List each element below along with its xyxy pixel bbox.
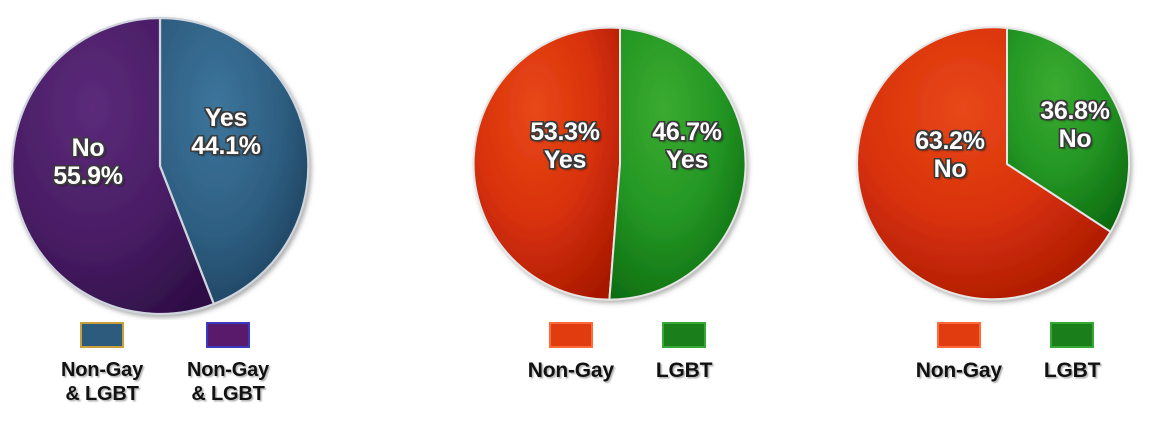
legend-2-item-lgbt[interactable]: LGBT (656, 322, 712, 384)
legend-1-item-purple[interactable]: Non-Gay & LGBT (187, 322, 269, 406)
legend-3-label-non-gay: Non-Gay (915, 359, 1002, 382)
pie-1-slice-no (11, 16, 216, 316)
legend-1-label-purple-line2: & LGBT (191, 382, 265, 405)
legend-1-label-purple: Non-Gay & LGBT (187, 359, 269, 406)
legend-2-label-lgbt: LGBT (655, 359, 713, 382)
pie-chart-3: 63.2% No 36.8% No (800, 0, 1153, 310)
legend-2-label-non-gay: Non-Gay (527, 359, 614, 382)
pie-3-slice-lgbt (1006, 26, 1131, 234)
legend-swatch-non-gay-red (936, 322, 981, 348)
legend-swatch-non-gay-lgbt-blue (80, 322, 125, 348)
pie-3-slice-non-gay (856, 26, 1112, 301)
chart-panel-1: Yes 44.1% No 55.9% Non-Gay & LGBT Non-Gay… (0, 0, 330, 405)
chart-panel-3: 63.2% No 36.8% No Non-Gay LGBT (800, 0, 1153, 382)
pie-chart-1-svg (11, 16, 310, 316)
pie-2-slice-non-gay (472, 26, 621, 301)
legend-1: Non-Gay & LGBT Non-Gay & LGBT (0, 322, 330, 406)
legend-swatch-lgbt-green (1050, 322, 1095, 348)
legend-swatch-lgbt-green (662, 322, 707, 348)
pie-1-slice-yes (158, 16, 310, 306)
legend-1-label-blue-line2: & LGBT (65, 382, 139, 405)
legend-1-item-blue[interactable]: Non-Gay & LGBT (61, 322, 143, 406)
legend-1-label-blue-line1: Non-Gay (61, 359, 143, 381)
pie-2-slices (472, 26, 747, 301)
legend-2-item-non-gay[interactable]: Non-Gay (528, 322, 614, 384)
pie-chart-2: 53.3% Yes 46.7% Yes (400, 0, 760, 310)
legend-3-label-lgbt: LGBT (1043, 359, 1101, 382)
legend-1-label-blue: Non-Gay & LGBT (61, 359, 143, 406)
pie-chart-1: Yes 44.1% No 55.9% (0, 0, 330, 320)
pie-chart-3-svg (856, 26, 1131, 301)
pie-chart-2-svg (472, 26, 747, 301)
legend-swatch-non-gay-lgbt-purple (205, 322, 250, 348)
legend-3: Non-Gay LGBT (878, 322, 1138, 384)
legend-3-item-non-gay[interactable]: Non-Gay (916, 322, 1002, 384)
chart-panel-2: 53.3% Yes 46.7% Yes Non-Gay LGBT (400, 0, 760, 382)
legend-swatch-non-gay-red (548, 322, 593, 348)
legend-1-label-purple-line1: Non-Gay (187, 359, 269, 381)
pie-1-slices (11, 16, 310, 316)
legend-3-item-lgbt[interactable]: LGBT (1044, 322, 1100, 384)
legend-2: Non-Gay LGBT (490, 322, 750, 384)
pie-2-slice-lgbt (608, 26, 747, 301)
pie-3-slices (856, 26, 1131, 301)
